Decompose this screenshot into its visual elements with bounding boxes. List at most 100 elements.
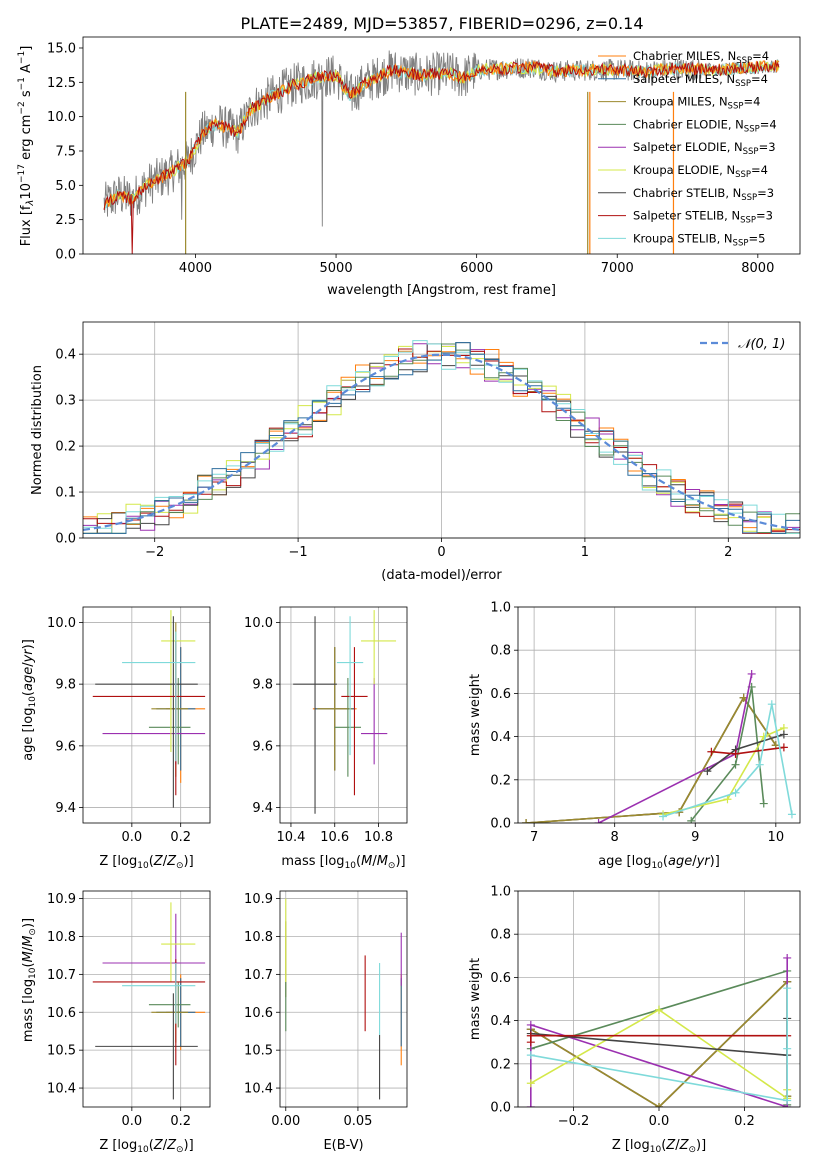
y-tick-label: 9.6 [55, 739, 76, 754]
legend-entry: Chabrier STELIB, NSSP=3 [633, 186, 774, 203]
x-tick-label: −1 [289, 545, 308, 560]
mass-weight-marker [783, 953, 792, 962]
x-tick-label: 1 [581, 545, 589, 560]
x-axis-label-part: )] [184, 1138, 194, 1153]
x-axis-label-part: Z [679, 1138, 690, 1153]
y-tick-label: 0.4 [490, 1014, 511, 1029]
legend-entry-label: Kroupa MILES, N [633, 95, 728, 109]
y-axis-label: Flux [fλ10−17 erg cm−2 s−1 A−1] [17, 46, 36, 247]
mass-weight-marker [522, 819, 531, 823]
legend-entry-subscript: SSP [733, 238, 749, 248]
mass-weight-marker [526, 1031, 535, 1040]
x-axis-label-text: Z [log [99, 1138, 137, 1153]
y-axis-label: mass [log10(M/M⊙)] [21, 918, 38, 1042]
plot-area [92, 610, 206, 808]
mass-weight-marker [687, 816, 696, 823]
y-axis-label-part: M [21, 951, 36, 962]
x-axis-label-part: Z [665, 1138, 676, 1153]
y-axis-label-exponent: −17 [17, 164, 27, 183]
x-axis-label-part: 10 [137, 1145, 149, 1155]
x-axis-label: (data-model)/error [381, 568, 502, 583]
x-tick-label: 10.6 [320, 830, 349, 845]
x-axis-label-part: ⊙ [388, 861, 396, 871]
mass-weight-marker [779, 743, 788, 752]
y-axis-label: mass weight [468, 958, 483, 1040]
y-tick-label: 10.8 [47, 930, 76, 945]
mass-weight-line [662, 727, 785, 816]
y-tick-label: 15.0 [47, 41, 76, 56]
axes-frame [279, 606, 408, 824]
legend-entry-subscript: SSP [735, 79, 751, 89]
x-axis-label: E(B-V) [323, 1138, 363, 1153]
y-axis-label-part: ( [21, 691, 36, 696]
legend-entry-label: Chabrier MILES, N [633, 49, 736, 63]
y-tick-label: 0.0 [490, 817, 511, 832]
y-tick-label: 0.6 [490, 971, 511, 986]
mass-weight-marker [731, 788, 740, 797]
y-tick-label: 10.8 [244, 930, 273, 945]
y-tick-label: 2.5 [55, 213, 76, 228]
legend-entry: Salpeter MILES, NSSP=4 [633, 72, 768, 89]
mass-weight-marker [655, 1103, 663, 1107]
plot-area [526, 953, 792, 1107]
y-axis-label-part: erg cm [19, 115, 34, 164]
legend-entry-count: =4 [752, 49, 769, 63]
panel-residuals: −2 −1 0 1 2 0.0 0.1 0.2 0.3 0.4 𝒩(0, 1) (data-model… [30, 321, 801, 583]
mass-weight-marker [787, 810, 796, 819]
y-axis-label: Normed distribution [30, 365, 45, 495]
figure-title: PLATE=2489, MJD=53857, FIBERID=0296, z=0… [240, 14, 643, 33]
x-axis-label-part: 10 [651, 861, 663, 871]
x-axis-label: Z [log10(Z/Z⊙)] [612, 1138, 706, 1155]
y-tick-label: 0.4 [490, 730, 511, 745]
y-tick-label: 5.0 [55, 179, 76, 194]
y-tick-label: 0.0 [55, 248, 76, 263]
x-tick-label: 7000 [601, 261, 634, 276]
x-tick-label: 8000 [741, 261, 774, 276]
plot-area [92, 902, 206, 1100]
x-tick-label: 0 [437, 545, 445, 560]
x-axis-label-part: ( [149, 1138, 154, 1153]
x-axis-label-part: 10 [345, 861, 357, 871]
y-tick-label: 10.7 [47, 968, 76, 983]
legend-entry-count: =4 [751, 72, 768, 86]
y-axis-label-part: / [21, 946, 36, 951]
plot-area [522, 669, 796, 823]
y-axis-label-part: / [21, 662, 36, 667]
y-tick-label: 0.2 [490, 773, 511, 788]
mass-weight-marker [703, 767, 712, 776]
legend-entry-label: Chabrier ELODIE, N [633, 117, 744, 131]
x-axis-label-part: ( [661, 1138, 666, 1153]
x-axis-label: Z [log10(Z/Z⊙)] [99, 1138, 193, 1155]
y-axis-label-part: age [21, 667, 36, 691]
x-axis-label-part: ( [356, 854, 361, 869]
y-tick-label: 12.5 [47, 76, 76, 91]
legend-entry-subscript: SSP [744, 124, 760, 134]
x-axis-label-part: / [163, 854, 168, 869]
legend-entry-subscript: SSP [743, 147, 759, 157]
model-spectrum-line [103, 60, 780, 209]
legend-entry-label: Salpeter ELODIE, N [633, 140, 743, 154]
x-tick-label: 10.4 [276, 830, 305, 845]
mass-weight-marker [659, 812, 668, 821]
y-axis-label-exponent: −2 [17, 101, 27, 114]
legend-entry: Chabrier MILES, NSSP=4 [633, 49, 769, 66]
y-axis-label-part: )] [21, 918, 36, 928]
x-tick-label: 0.0 [122, 1114, 143, 1129]
legend-entry-label: Salpeter STELIB, N [633, 209, 740, 223]
y-tick-label: 7.5 [55, 144, 76, 159]
y-tick-label: 10.6 [244, 1006, 273, 1021]
y-axis-label: mass weight [468, 674, 483, 756]
x-tick-label: 8 [611, 830, 619, 845]
y-tick-label: 10.6 [47, 1006, 76, 1021]
mass-weight-marker [783, 1044, 792, 1053]
x-tick-label: 0.0 [649, 1114, 670, 1129]
legend-entry-count: =4 [751, 163, 768, 177]
mass-weight-marker [755, 760, 764, 769]
x-axis-label-part: / [372, 854, 377, 869]
axes-frame [82, 606, 211, 824]
x-axis-label-part: 10 [650, 1145, 662, 1155]
mass-weight-marker [594, 819, 603, 823]
x-axis-label-part: 10 [137, 861, 149, 871]
legend-entry-count: =3 [756, 209, 773, 223]
legend-entry-count: =3 [757, 186, 774, 200]
